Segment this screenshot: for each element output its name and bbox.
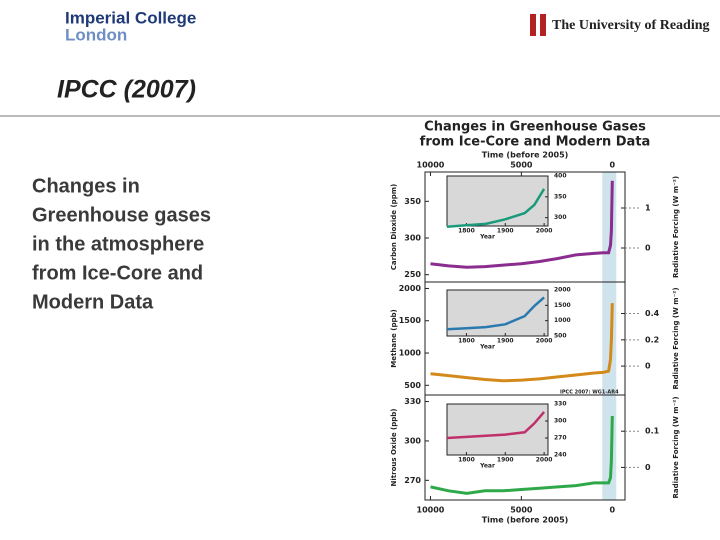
y-tick-label: 1000	[399, 349, 422, 358]
inset-x-label: Year	[479, 234, 495, 241]
inset-x-tick-label: 1900	[497, 338, 514, 345]
crest	[536, 14, 540, 36]
y2-tick-label: 1	[645, 204, 651, 213]
body-line: Changes in	[32, 175, 140, 197]
x-tick-label: 5000	[510, 506, 533, 515]
inset-y-tick-label: 270	[554, 435, 567, 442]
body-line: Greenhouse gases	[32, 204, 211, 226]
inset-y-tick-label: 300	[554, 214, 567, 221]
x-tick-label: 5000	[510, 161, 533, 170]
inset-x-tick-label: 1900	[497, 457, 514, 464]
body-line: Modern Data	[32, 291, 154, 313]
y-tick-label: 300	[404, 234, 421, 243]
y-tick-label: 270	[404, 476, 421, 485]
inset-line	[446, 296, 545, 331]
inset-line	[446, 411, 546, 440]
figure-title: from Ice-Core and Modern Data	[420, 135, 651, 150]
logo-right: The University of Reading	[552, 18, 710, 33]
inset-x-label: Year	[479, 344, 495, 351]
panel-frame	[424, 394, 626, 501]
y2-tick-label: 0.2	[645, 335, 659, 344]
series-line	[430, 180, 614, 269]
inset-y-tick-label: 1000	[554, 317, 571, 324]
inset-frame	[446, 175, 549, 227]
y-tick-label: 2000	[399, 284, 422, 293]
logo-left: Imperial College	[65, 8, 196, 27]
y2-tick-label: 0.1	[645, 427, 660, 436]
y-tick-label: 330	[404, 397, 421, 406]
x-tick-label: 10000	[417, 506, 445, 515]
y2-axis-label: Radiative Forcing (W m⁻²)	[672, 287, 680, 389]
inset-y-tick-label: 330	[554, 401, 567, 408]
inset-frame	[446, 403, 549, 456]
y-axis-label: Nitrous Oxide (ppb)	[390, 409, 398, 487]
x-axis-label: Time (before 2005)	[482, 151, 569, 160]
inset-x-tick-label: 1800	[458, 338, 475, 345]
inset-y-tick-label: 400	[554, 173, 567, 180]
inset-y-tick-label: 1500	[554, 302, 571, 309]
inset-y-tick-label: 350	[554, 193, 567, 200]
inset-x-tick-label: 1900	[497, 228, 514, 235]
y2-tick-label: 0	[645, 244, 651, 253]
inset-y-tick-label: 300	[554, 418, 567, 425]
body-line: from Ice-Core and	[32, 262, 203, 284]
y-tick-label: 350	[404, 197, 421, 206]
series-line	[430, 303, 614, 383]
x-tick-label: 0	[609, 161, 615, 170]
body-line: in the atmosphere	[32, 233, 204, 255]
y-tick-label: 250	[404, 270, 421, 279]
figure-title: Changes in Greenhouse Gases	[424, 120, 646, 135]
inset-x-label: Year	[479, 463, 495, 470]
y2-tick-label: 0	[645, 362, 651, 371]
inset-x-tick-label: 2000	[536, 338, 553, 345]
figure-note: IPCC 2007: WG1-AR4	[560, 390, 619, 396]
inset-x-tick-label: 2000	[536, 228, 553, 235]
x-axis-label: Time (before 2005)	[482, 516, 569, 525]
logo-left: London	[65, 25, 127, 44]
y2-axis-label: Radiative Forcing (W m⁻²)	[672, 396, 680, 498]
y-axis-label: Methane (ppb)	[390, 309, 398, 367]
series-line	[430, 415, 614, 495]
y2-tick-label: 0	[645, 463, 651, 472]
slide-title: IPCC (2007)	[57, 76, 196, 104]
y-tick-label: 1500	[399, 316, 422, 325]
x-tick-label: 0	[609, 506, 615, 515]
y-axis-label: Carbon Dioxide (ppm)	[390, 184, 398, 270]
inset-x-tick-label: 1800	[458, 228, 475, 235]
inset-y-tick-label: 240	[554, 452, 567, 459]
recent-band	[602, 172, 617, 500]
inset-y-tick-label: 500	[554, 333, 567, 340]
y2-axis-label: Radiative Forcing (W m⁻²)	[672, 176, 680, 278]
inset-line	[446, 188, 546, 229]
inset-x-tick-label: 2000	[536, 457, 553, 464]
y-tick-label: 500	[404, 381, 421, 390]
inset-x-tick-label: 1800	[458, 457, 475, 464]
inset-y-tick-label: 2000	[554, 287, 571, 294]
x-tick-label: 10000	[417, 161, 445, 170]
y2-tick-label: 0.4	[645, 309, 660, 318]
y-tick-label: 300	[404, 436, 421, 445]
